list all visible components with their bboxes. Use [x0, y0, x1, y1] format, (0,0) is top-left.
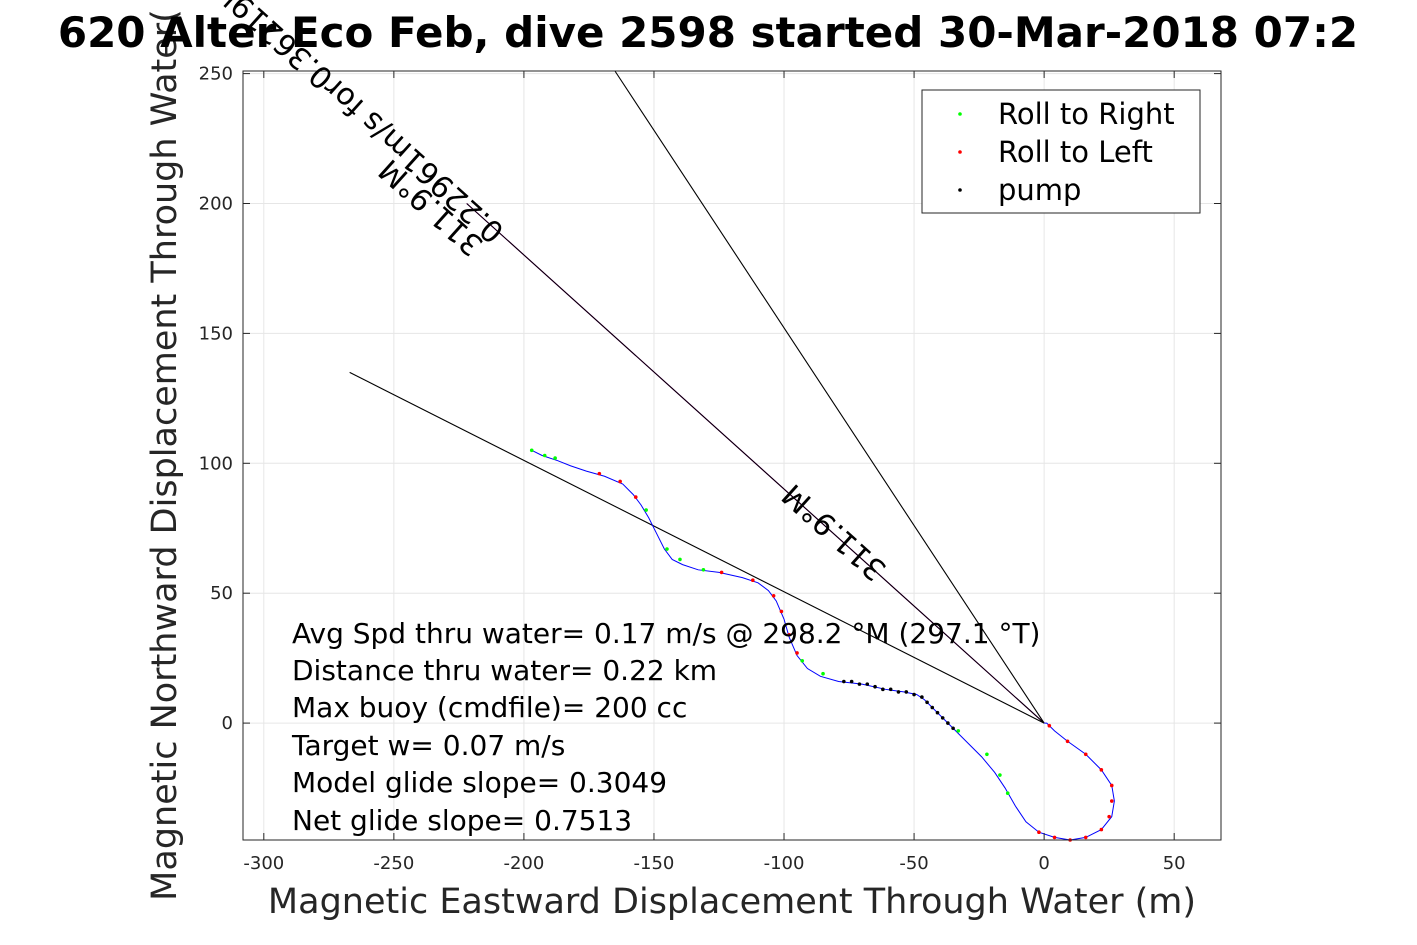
stat-avg-speed: Avg Spd thru water= 0.17 m/s @ 298.2 °M … — [292, 617, 1040, 650]
ticks: -300 -250 -200 -150 -100 -50 0 50 0 50 100 150 200 25… — [199, 64, 1221, 874]
roll-right-point — [542, 453, 547, 458]
roll-right-point — [998, 773, 1002, 777]
roll-right-point — [678, 557, 682, 562]
x-tick-label: -150 — [634, 853, 675, 874]
roll-right-point — [644, 508, 648, 512]
roll-left-point — [719, 570, 724, 575]
roll-right-point — [665, 547, 669, 551]
pump-point — [904, 690, 909, 694]
pump-point — [857, 682, 862, 686]
y-tick-label: 100 — [199, 453, 233, 474]
x-tick-label: -200 — [503, 853, 544, 874]
roll-right-point — [553, 456, 557, 460]
stat-model-glide: Model glide slope= 0.3049 — [292, 766, 667, 799]
pump-point — [930, 705, 935, 710]
y-tick-label: 50 — [210, 583, 233, 604]
pump-point — [951, 726, 955, 731]
roll-left-point — [1083, 835, 1088, 840]
pump-point — [881, 687, 885, 692]
legend-label-pump: pump — [998, 173, 1081, 207]
pump-point — [865, 682, 870, 686]
reference-lines — [349, 70, 1045, 724]
roll-right-point — [985, 752, 989, 757]
legend-marker-pump — [958, 188, 962, 192]
legend-label-roll-left: Roll to Left — [998, 135, 1153, 169]
legend-box — [921, 89, 1201, 214]
pump-point — [935, 710, 940, 715]
roll-left-point — [1052, 835, 1057, 840]
pump-point — [896, 690, 901, 694]
reference-line — [614, 70, 1045, 724]
stat-net-glide: Net glide slope= 0.7513 — [292, 804, 632, 837]
roll-left-point — [1083, 752, 1088, 757]
x-tick-label: -100 — [764, 853, 805, 874]
y-tick-label: 150 — [199, 323, 233, 344]
roll-left-point — [1107, 814, 1111, 819]
pump-point — [912, 692, 916, 697]
roll-right-point — [529, 448, 534, 453]
reference-line — [349, 371, 1045, 724]
marker-layer — [529, 448, 1114, 842]
pump-point — [873, 684, 877, 689]
y-axis-label: Magnetic Northward Displacement Through … — [145, 9, 185, 901]
grid — [243, 71, 1221, 840]
x-axis-label: Magnetic Eastward Displacement Through W… — [268, 882, 1196, 922]
legend-marker-roll-left — [958, 150, 962, 154]
stats-block: Avg Spd thru water= 0.17 m/s @ 298.2 °M … — [291, 617, 1040, 837]
stat-distance: Distance thru water= 0.22 km — [292, 654, 717, 687]
roll-right-point — [1005, 791, 1010, 796]
pump-point — [888, 687, 893, 692]
roll-left-point — [1109, 799, 1114, 803]
pump-point — [849, 679, 854, 684]
legend-label-roll-right: Roll to Right — [998, 97, 1175, 131]
pump-point — [842, 679, 846, 684]
chart-title: 620 Alter Eco Feb, dive 2598 started 30-… — [58, 8, 1358, 57]
roll-left-point — [1047, 723, 1052, 728]
x-tick-label: 0 — [1038, 853, 1049, 874]
legend-marker-roll-right — [958, 112, 962, 116]
roll-left-point — [1065, 739, 1070, 744]
x-tick-label: 50 — [1163, 853, 1186, 874]
roll-left-point — [787, 632, 792, 637]
stat-target-w: Target w= 0.07 m/s — [291, 729, 565, 762]
roll-left-point — [751, 578, 755, 583]
roll-left-point — [1037, 830, 1041, 835]
roll-left-point — [633, 495, 638, 499]
roll-right-point — [800, 658, 805, 663]
roll-left-point — [597, 471, 602, 476]
x-tick-label: -250 — [373, 853, 414, 874]
reference-line — [466, 203, 1045, 724]
y-tick-label: 250 — [199, 64, 233, 85]
y-tick-label: 0 — [222, 713, 233, 734]
pump-point — [925, 700, 929, 705]
y-tick-label: 200 — [199, 193, 233, 214]
roll-right-point — [821, 671, 825, 676]
legend: Roll to Right Roll to Left pump — [921, 89, 1201, 214]
roll-left-point — [1099, 827, 1104, 832]
roll-left-point — [771, 593, 776, 598]
roll-left-point — [1109, 783, 1114, 788]
roll-right-point — [701, 568, 706, 572]
roll-right-point — [956, 729, 961, 733]
x-tick-label: -300 — [243, 853, 284, 874]
roll-left-point — [795, 651, 799, 655]
pump-point — [920, 695, 924, 699]
pump-point — [940, 716, 945, 720]
stat-max-buoy: Max buoy (cmdfile)= 200 cc — [292, 691, 687, 724]
roll-left-point — [779, 609, 784, 614]
roll-left-point — [618, 479, 622, 484]
pump-point — [946, 721, 950, 725]
roll-left-point — [1099, 768, 1104, 772]
x-tick-label: -50 — [899, 853, 928, 874]
axes-box — [242, 70, 1222, 841]
